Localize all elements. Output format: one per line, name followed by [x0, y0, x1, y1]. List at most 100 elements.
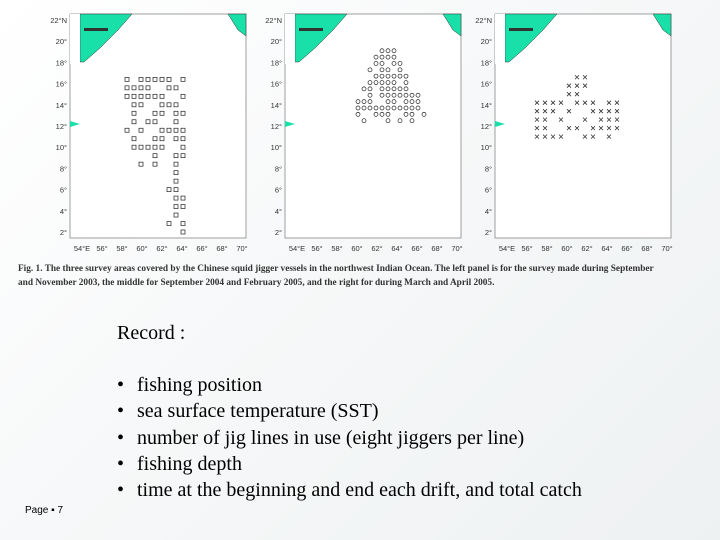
station-circle: [361, 118, 367, 124]
lon-label: 66°: [196, 244, 207, 253]
station-cross: [574, 100, 580, 105]
station-cross: [558, 100, 564, 105]
station-cross: [590, 125, 596, 131]
lon-label: 70°: [451, 244, 462, 253]
station-circle: [391, 105, 397, 111]
lon-label: 58°: [541, 244, 552, 253]
station-square: [173, 127, 179, 133]
lat-label: 4°: [485, 207, 492, 216]
station-square: [173, 170, 179, 175]
station-square: [124, 93, 130, 99]
map-frame: [69, 13, 247, 239]
station-square: [131, 144, 137, 150]
station-square: [131, 119, 137, 125]
map-panel: 22°N 20° 18° 16° 14° 12° 10° 8° 6° 4° 2° 54°E 56° 58°…: [50, 13, 248, 253]
station-cross: [542, 108, 548, 114]
lon-label: 68°: [216, 244, 227, 253]
station-circle: [403, 99, 409, 104]
record-title: Record :: [117, 322, 186, 344]
station-circle: [367, 105, 373, 111]
scale-bar: [84, 28, 108, 31]
lon-label: 66°: [621, 244, 632, 253]
station-circle: [379, 54, 385, 60]
station-circle: [397, 73, 403, 79]
station-square: [138, 161, 144, 167]
station-cross: [606, 134, 612, 139]
station-square: [152, 144, 158, 150]
station-circle: [397, 67, 403, 73]
lat-label: 16°: [481, 80, 492, 89]
station-square: [152, 77, 158, 82]
station-circle: [379, 67, 385, 73]
station-circle: [385, 48, 391, 54]
station-circle: [391, 99, 397, 104]
station-circle: [391, 80, 397, 85]
station-square: [145, 93, 151, 99]
station-square: [131, 110, 137, 116]
lat-label: 12°: [56, 122, 67, 131]
station-circle: [397, 61, 403, 66]
station-circle: [397, 86, 403, 92]
item-text: fishing position: [137, 374, 263, 396]
station-cross: [606, 117, 612, 122]
lat-label: 2°: [485, 228, 492, 237]
station-cross: [582, 74, 588, 80]
station-square: [131, 85, 137, 91]
station-cross: [574, 91, 580, 97]
station-square: [173, 212, 179, 218]
station-cross: [582, 134, 588, 139]
lon-label: 68°: [641, 244, 652, 253]
lon-label: 60°: [136, 244, 147, 253]
land-mask: [70, 14, 80, 64]
station-circle: [391, 92, 397, 98]
station-circle: [415, 92, 421, 98]
station-circle: [367, 99, 373, 104]
station-square: [152, 153, 158, 159]
station-square: [145, 119, 151, 125]
lon-label: 62°: [156, 244, 167, 253]
station-circle: [355, 99, 361, 104]
lon-label: 56°: [521, 244, 532, 253]
station-circle: [391, 61, 397, 66]
station-square: [152, 110, 158, 116]
station-square: [180, 153, 186, 159]
lat-label: 18°: [481, 58, 492, 67]
station-square: [138, 144, 144, 150]
station-circle: [379, 111, 385, 117]
item-text: fishing depth: [137, 452, 242, 475]
station-square: [180, 204, 186, 209]
station-circle: [385, 86, 391, 92]
station-circle: [397, 105, 403, 111]
land: [70, 121, 80, 127]
station-square: [152, 161, 158, 167]
map-panel: 22°N 20° 18° 16° 14° 12° 10° 8° 6° 4° 2° 54°E 56° 58°…: [265, 13, 463, 253]
lon-label: 58°: [331, 244, 342, 253]
station-circle: [385, 80, 391, 85]
station-square: [131, 136, 137, 142]
lat-label: 10°: [271, 143, 282, 152]
station-circle: [385, 92, 391, 98]
station-square: [138, 85, 144, 91]
station-square: [173, 178, 179, 184]
lat-label: 8°: [485, 164, 492, 173]
station-square: [159, 136, 165, 142]
station-circle: [379, 61, 385, 66]
station-cross: [566, 108, 572, 114]
record-item: • fishing depth: [117, 453, 242, 476]
land-mask: [285, 14, 295, 64]
lat-label: 14°: [271, 101, 282, 110]
item-text: number of jig lines in use (eight jigger…: [137, 426, 525, 449]
lat-label: 22°N: [265, 16, 282, 25]
station-circle: [385, 73, 391, 79]
caption-line: Fig. 1. The three survey areas covered b…: [18, 264, 654, 274]
land: [227, 13, 247, 37]
station-square: [145, 144, 151, 150]
scale-bar: [509, 28, 533, 31]
lon-label: 68°: [431, 244, 442, 253]
station-square: [145, 85, 151, 91]
station-circle: [385, 99, 391, 104]
lat-label: 4°: [275, 207, 282, 216]
station-circle: [415, 99, 421, 104]
station-circle: [391, 86, 397, 92]
